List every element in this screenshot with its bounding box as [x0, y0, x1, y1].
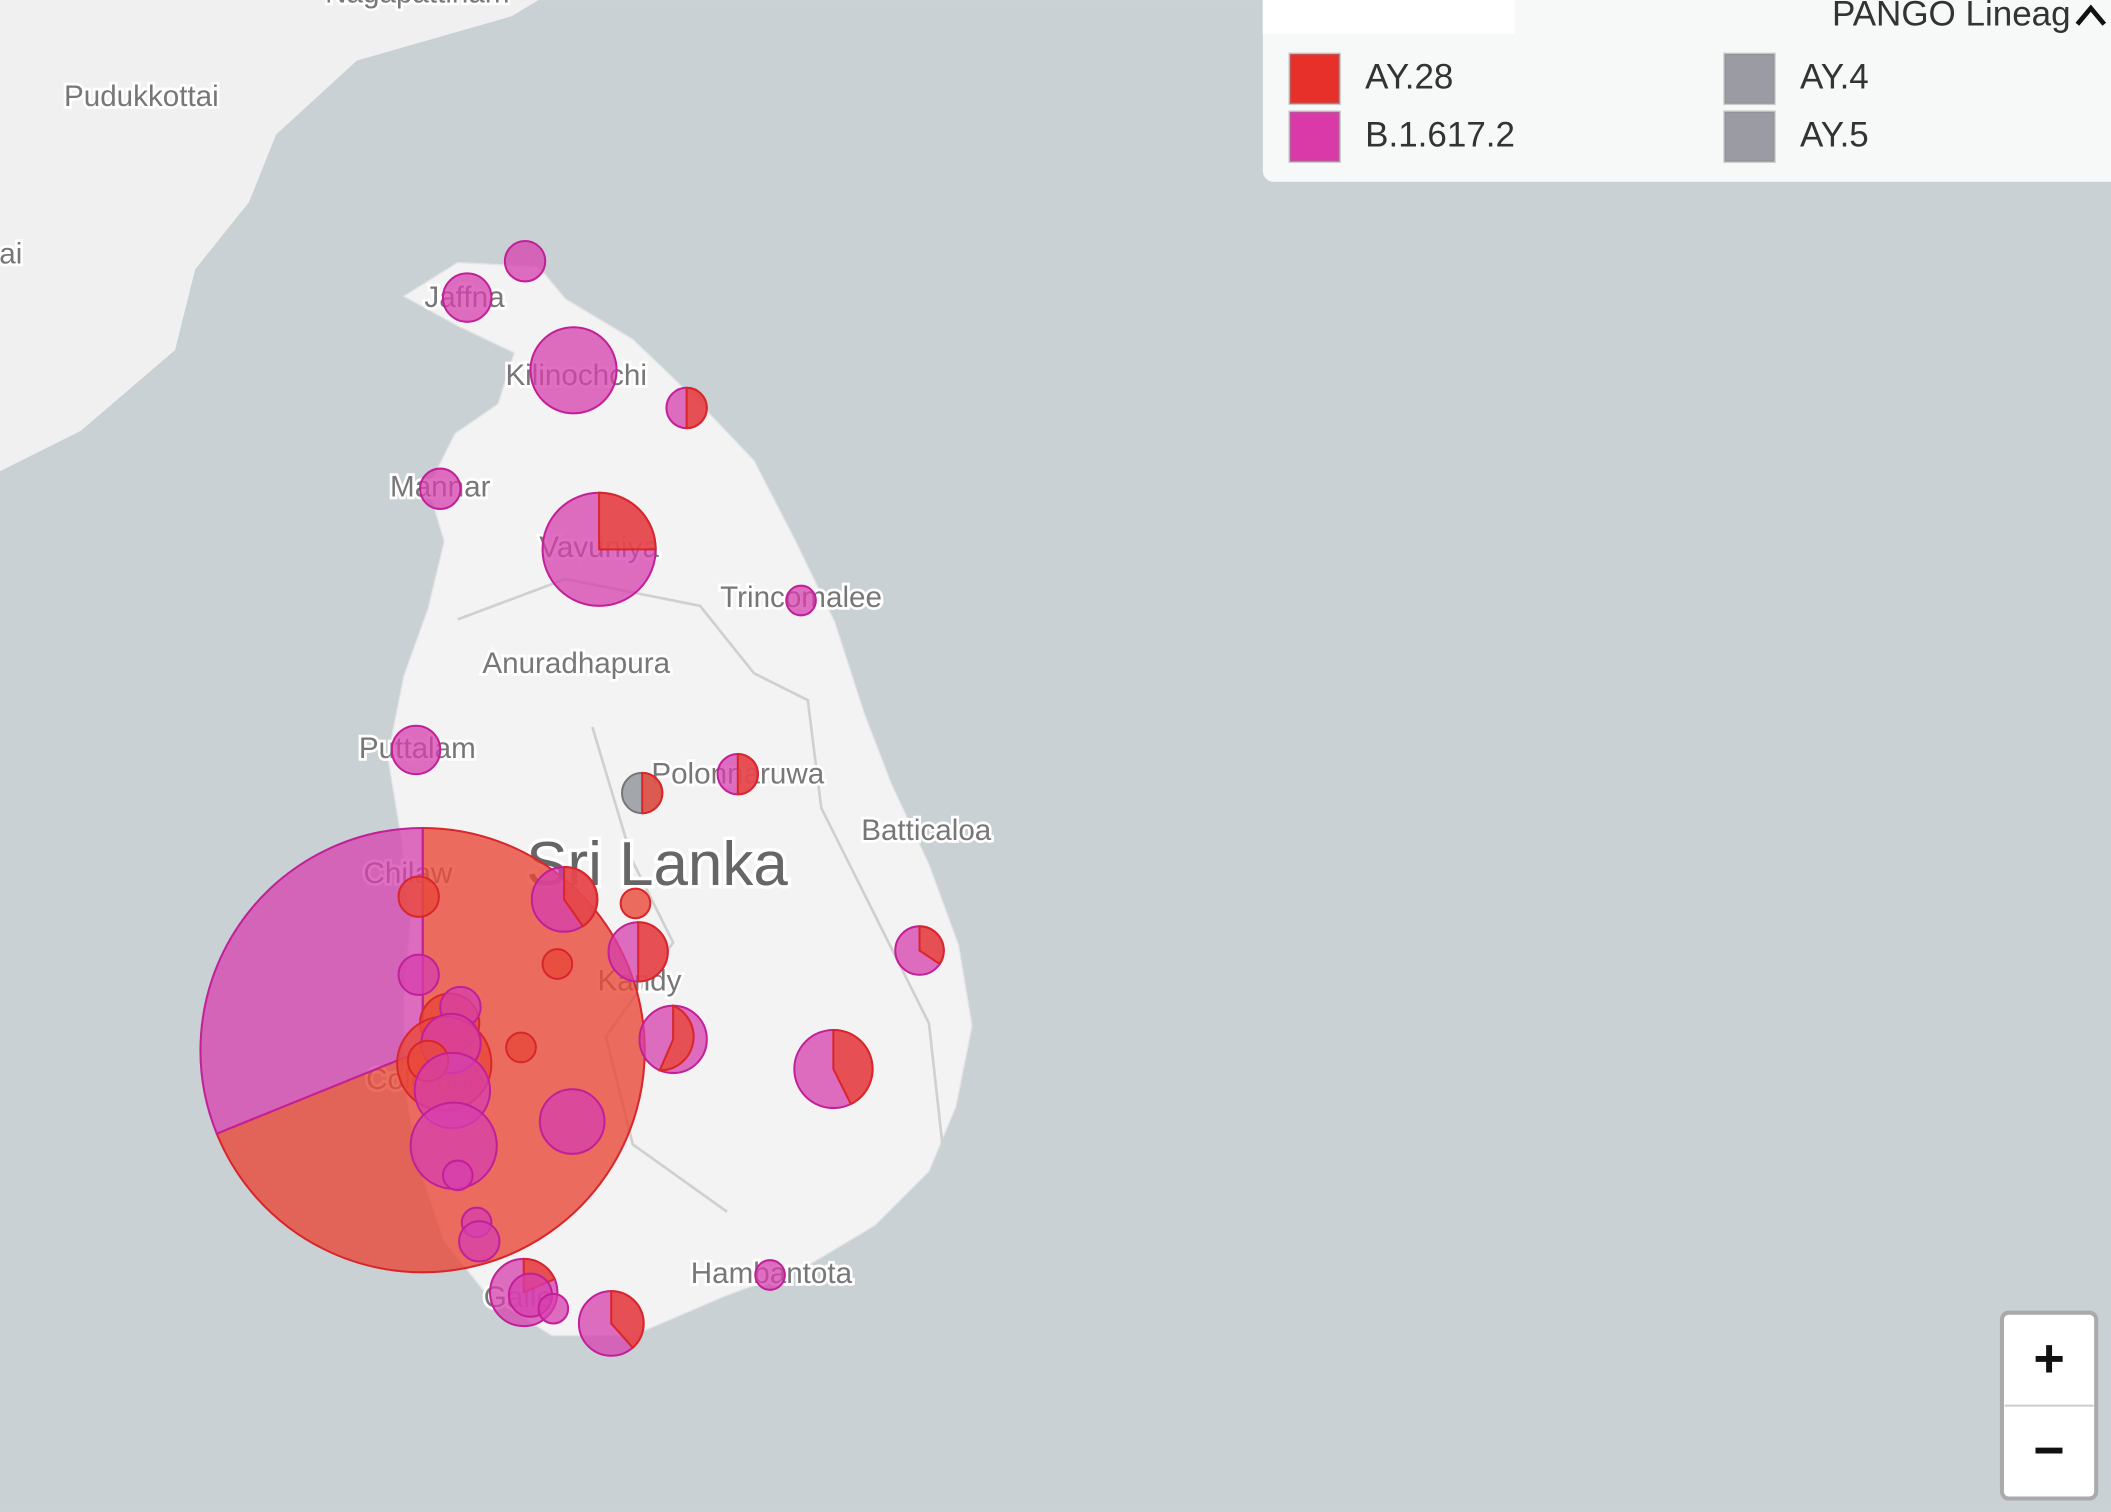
pie [785, 584, 817, 617]
zoom-in[interactable]: + [2033, 1329, 2064, 1389]
zoom-control: + − [1999, 1310, 2099, 1501]
legend-swatch[interactable] [1288, 52, 1341, 106]
legend-swatch[interactable] [1288, 110, 1341, 163]
pie [538, 1088, 606, 1155]
pie [754, 1259, 786, 1291]
pie-slice [641, 771, 664, 815]
pie [441, 1159, 474, 1192]
legend-swatch[interactable] [1723, 110, 1776, 163]
pie [503, 240, 547, 283]
legend-search [1262, 0, 1515, 34]
pies [199, 240, 945, 1357]
pie [541, 948, 574, 980]
collapse-icon[interactable] [2075, 4, 2107, 26]
pie [397, 953, 440, 996]
pie-slice [637, 921, 669, 983]
legend-label: AY.28 [1365, 58, 1453, 97]
legend: PANGO Lineag AY.28 B.1.617.2 AY.4 AY.5 [1262, 0, 2111, 182]
place-label: Anuradhapura [482, 647, 670, 680]
pie-slice [736, 752, 759, 796]
pie [441, 272, 493, 323]
pie-slice [610, 1290, 645, 1350]
mainland [0, 0, 539, 472]
pie [390, 724, 442, 776]
place-label: ai [0, 238, 22, 271]
pie [505, 1031, 537, 1064]
pie [458, 1220, 501, 1263]
pie [619, 887, 652, 920]
legend-label: AY.5 [1800, 116, 1869, 155]
pie-slice [918, 925, 945, 966]
pie-slice [563, 866, 599, 928]
place-label: Batticaloa [861, 814, 992, 847]
pie-slice [598, 491, 657, 551]
zoom-out[interactable]: − [2033, 1420, 2064, 1480]
legend-box [1262, 0, 2111, 182]
pie [529, 326, 618, 415]
pie-slice [685, 386, 708, 430]
place-label: Nagapattinam [325, 0, 509, 9]
pie-slice [832, 1028, 874, 1106]
pie [537, 1292, 570, 1325]
legend-title: PANGO Lineag [1832, 0, 2071, 33]
legend-swatch[interactable] [1723, 52, 1776, 106]
pie [419, 467, 462, 510]
place-label: Pudukkottai [64, 80, 219, 113]
pie-slice [658, 1004, 695, 1072]
pie-slice [199, 827, 424, 1135]
legend-label: B.1.617.2 [1365, 116, 1515, 155]
legend-label: AY.4 [1800, 58, 1869, 97]
pie [397, 875, 440, 918]
